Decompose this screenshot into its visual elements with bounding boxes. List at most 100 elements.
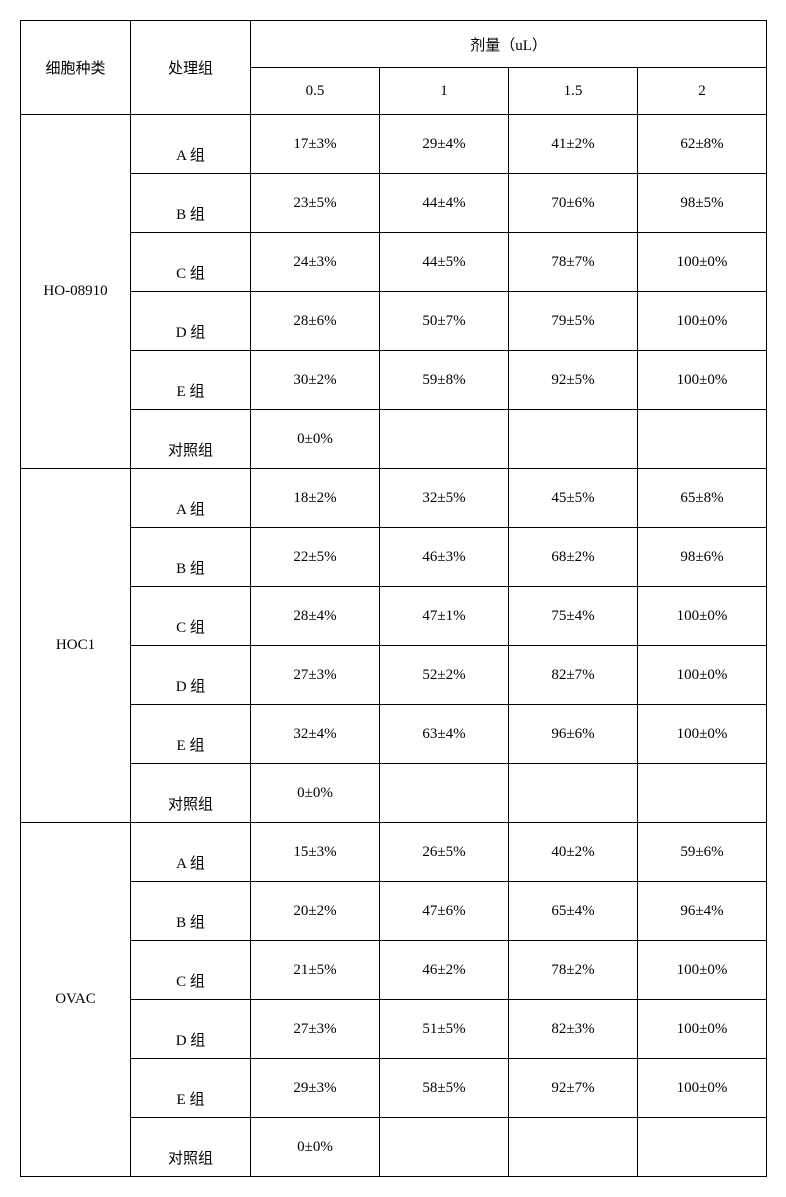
header-dose-0: 0.5 <box>251 68 380 115</box>
header-dose-1: 1 <box>380 68 509 115</box>
data-cell: 70±6% <box>509 174 638 233</box>
table-row: D 组 27±3% 51±5% 82±3% 100±0% <box>21 1000 767 1059</box>
group-label: C 组 <box>131 587 251 646</box>
data-cell: 46±2% <box>380 941 509 1000</box>
group-label: 对照组 <box>131 1118 251 1177</box>
table-row: OVAC A 组 15±3% 26±5% 40±2% 59±6% <box>21 823 767 882</box>
group-label: E 组 <box>131 1059 251 1118</box>
data-cell: 0±0% <box>251 410 380 469</box>
data-cell <box>380 764 509 823</box>
data-cell: 100±0% <box>638 233 767 292</box>
data-cell: 0±0% <box>251 1118 380 1177</box>
table-row: E 组 32±4% 63±4% 96±6% 100±0% <box>21 705 767 764</box>
cell-type-label: HO-08910 <box>21 115 131 469</box>
data-cell: 100±0% <box>638 292 767 351</box>
data-cell: 100±0% <box>638 1000 767 1059</box>
data-cell: 78±7% <box>509 233 638 292</box>
data-cell <box>509 764 638 823</box>
table-row: HOC1 A 组 18±2% 32±5% 45±5% 65±8% <box>21 469 767 528</box>
data-cell: 51±5% <box>380 1000 509 1059</box>
data-cell: 28±4% <box>251 587 380 646</box>
data-cell: 29±3% <box>251 1059 380 1118</box>
data-cell: 17±3% <box>251 115 380 174</box>
data-cell: 96±6% <box>509 705 638 764</box>
data-cell: 68±2% <box>509 528 638 587</box>
data-cell: 79±5% <box>509 292 638 351</box>
data-cell: 47±6% <box>380 882 509 941</box>
data-cell: 96±4% <box>638 882 767 941</box>
group-label: E 组 <box>131 705 251 764</box>
header-group: 处理组 <box>131 21 251 115</box>
table-row: C 组 24±3% 44±5% 78±7% 100±0% <box>21 233 767 292</box>
group-label: B 组 <box>131 882 251 941</box>
group-label: C 组 <box>131 233 251 292</box>
table-row: 对照组 0±0% <box>21 764 767 823</box>
table-row: B 组 20±2% 47±6% 65±4% 96±4% <box>21 882 767 941</box>
data-cell: 20±2% <box>251 882 380 941</box>
data-cell: 23±5% <box>251 174 380 233</box>
table-row: HO-08910 A 组 17±3% 29±4% 41±2% 62±8% <box>21 115 767 174</box>
data-cell: 100±0% <box>638 646 767 705</box>
data-cell <box>638 764 767 823</box>
data-cell: 32±4% <box>251 705 380 764</box>
data-cell: 40±2% <box>509 823 638 882</box>
data-cell: 18±2% <box>251 469 380 528</box>
data-cell: 47±1% <box>380 587 509 646</box>
data-cell: 30±2% <box>251 351 380 410</box>
data-cell: 46±3% <box>380 528 509 587</box>
table-row: C 组 28±4% 47±1% 75±4% 100±0% <box>21 587 767 646</box>
data-cell: 100±0% <box>638 351 767 410</box>
table-row: 对照组 0±0% <box>21 410 767 469</box>
data-cell: 100±0% <box>638 705 767 764</box>
data-cell <box>380 410 509 469</box>
data-cell: 59±8% <box>380 351 509 410</box>
data-cell: 24±3% <box>251 233 380 292</box>
group-label: D 组 <box>131 292 251 351</box>
header-dose-3: 2 <box>638 68 767 115</box>
data-cell: 65±4% <box>509 882 638 941</box>
header-dose-2: 1.5 <box>509 68 638 115</box>
data-cell: 98±6% <box>638 528 767 587</box>
table-row: D 组 28±6% 50±7% 79±5% 100±0% <box>21 292 767 351</box>
header-dose: 剂量（uL） <box>251 21 767 68</box>
data-cell <box>509 410 638 469</box>
data-cell: 78±2% <box>509 941 638 1000</box>
group-label: C 组 <box>131 941 251 1000</box>
data-cell: 62±8% <box>638 115 767 174</box>
data-cell: 27±3% <box>251 1000 380 1059</box>
table-row: 对照组 0±0% <box>21 1118 767 1177</box>
group-label: A 组 <box>131 115 251 174</box>
data-cell: 15±3% <box>251 823 380 882</box>
data-cell: 22±5% <box>251 528 380 587</box>
group-label: B 组 <box>131 528 251 587</box>
data-table: 细胞种类 处理组 剂量（uL） 0.5 1 1.5 2 HO-08910 A 组… <box>20 20 767 1177</box>
data-cell: 27±3% <box>251 646 380 705</box>
group-label: 对照组 <box>131 410 251 469</box>
table-row: B 组 22±5% 46±3% 68±2% 98±6% <box>21 528 767 587</box>
data-cell: 21±5% <box>251 941 380 1000</box>
data-cell: 0±0% <box>251 764 380 823</box>
data-cell: 44±5% <box>380 233 509 292</box>
data-cell <box>380 1118 509 1177</box>
data-cell: 41±2% <box>509 115 638 174</box>
group-label: 对照组 <box>131 764 251 823</box>
data-cell: 58±5% <box>380 1059 509 1118</box>
group-label: D 组 <box>131 1000 251 1059</box>
data-cell: 52±2% <box>380 646 509 705</box>
group-label: A 组 <box>131 469 251 528</box>
table-row: E 组 29±3% 58±5% 92±7% 100±0% <box>21 1059 767 1118</box>
data-cell: 65±8% <box>638 469 767 528</box>
data-cell: 32±5% <box>380 469 509 528</box>
data-cell: 82±3% <box>509 1000 638 1059</box>
group-label: A 组 <box>131 823 251 882</box>
group-label: B 组 <box>131 174 251 233</box>
data-cell: 100±0% <box>638 941 767 1000</box>
group-label: D 组 <box>131 646 251 705</box>
data-cell <box>638 410 767 469</box>
table-row: E 组 30±2% 59±8% 92±5% 100±0% <box>21 351 767 410</box>
header-cell-type: 细胞种类 <box>21 21 131 115</box>
data-cell: 92±7% <box>509 1059 638 1118</box>
data-cell: 82±7% <box>509 646 638 705</box>
table-row: D 组 27±3% 52±2% 82±7% 100±0% <box>21 646 767 705</box>
data-cell <box>638 1118 767 1177</box>
